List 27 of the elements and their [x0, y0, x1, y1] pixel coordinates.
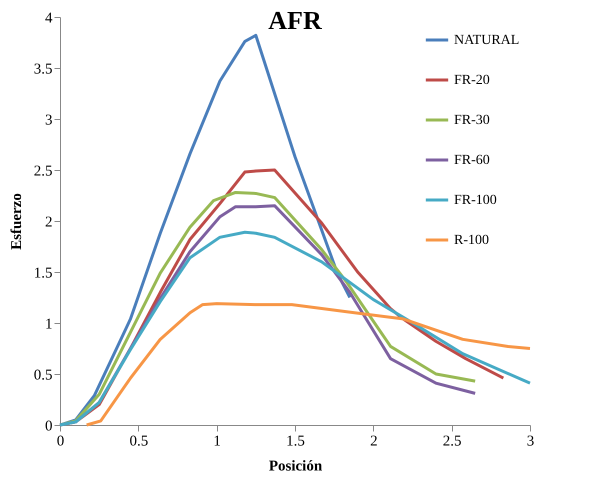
y-tick-label: 1 [45, 316, 52, 332]
legend-label: FR-30 [454, 113, 490, 128]
x-tick-label: 1.5 [286, 434, 305, 450]
x-tick-label: 0.5 [129, 434, 148, 450]
legend-label: FR-100 [454, 193, 497, 208]
legend-label: NATURAL [454, 33, 520, 48]
x-tick-label: 2.5 [442, 434, 462, 450]
x-tick-label: 1 [213, 434, 221, 450]
y-tick-label: 3.5 [34, 62, 52, 78]
x-tick-label: 3 [526, 434, 534, 450]
y-tick-label: 2.5 [34, 164, 52, 180]
y-tick-label: 1.5 [34, 266, 52, 282]
legend-label: R-100 [454, 233, 489, 248]
y-tick-label: 0 [45, 418, 52, 434]
legend-label: FR-60 [454, 153, 490, 168]
y-tick-label: 2 [45, 214, 52, 230]
chart-title: AFR [268, 6, 322, 35]
y-tick-label: 0.5 [34, 368, 52, 384]
line-series [85, 302, 532, 426]
y-tick-label: 4 [45, 10, 53, 26]
legend-label: FR-20 [454, 73, 490, 88]
line-series [58, 34, 352, 426]
y-tick-label: 3 [45, 112, 52, 128]
x-tick-label: 2 [370, 434, 378, 450]
x-tick-label: 0 [56, 434, 64, 450]
x-axis-title: Posición [268, 458, 323, 474]
y-axis-title: Esfuerzo [8, 193, 25, 250]
